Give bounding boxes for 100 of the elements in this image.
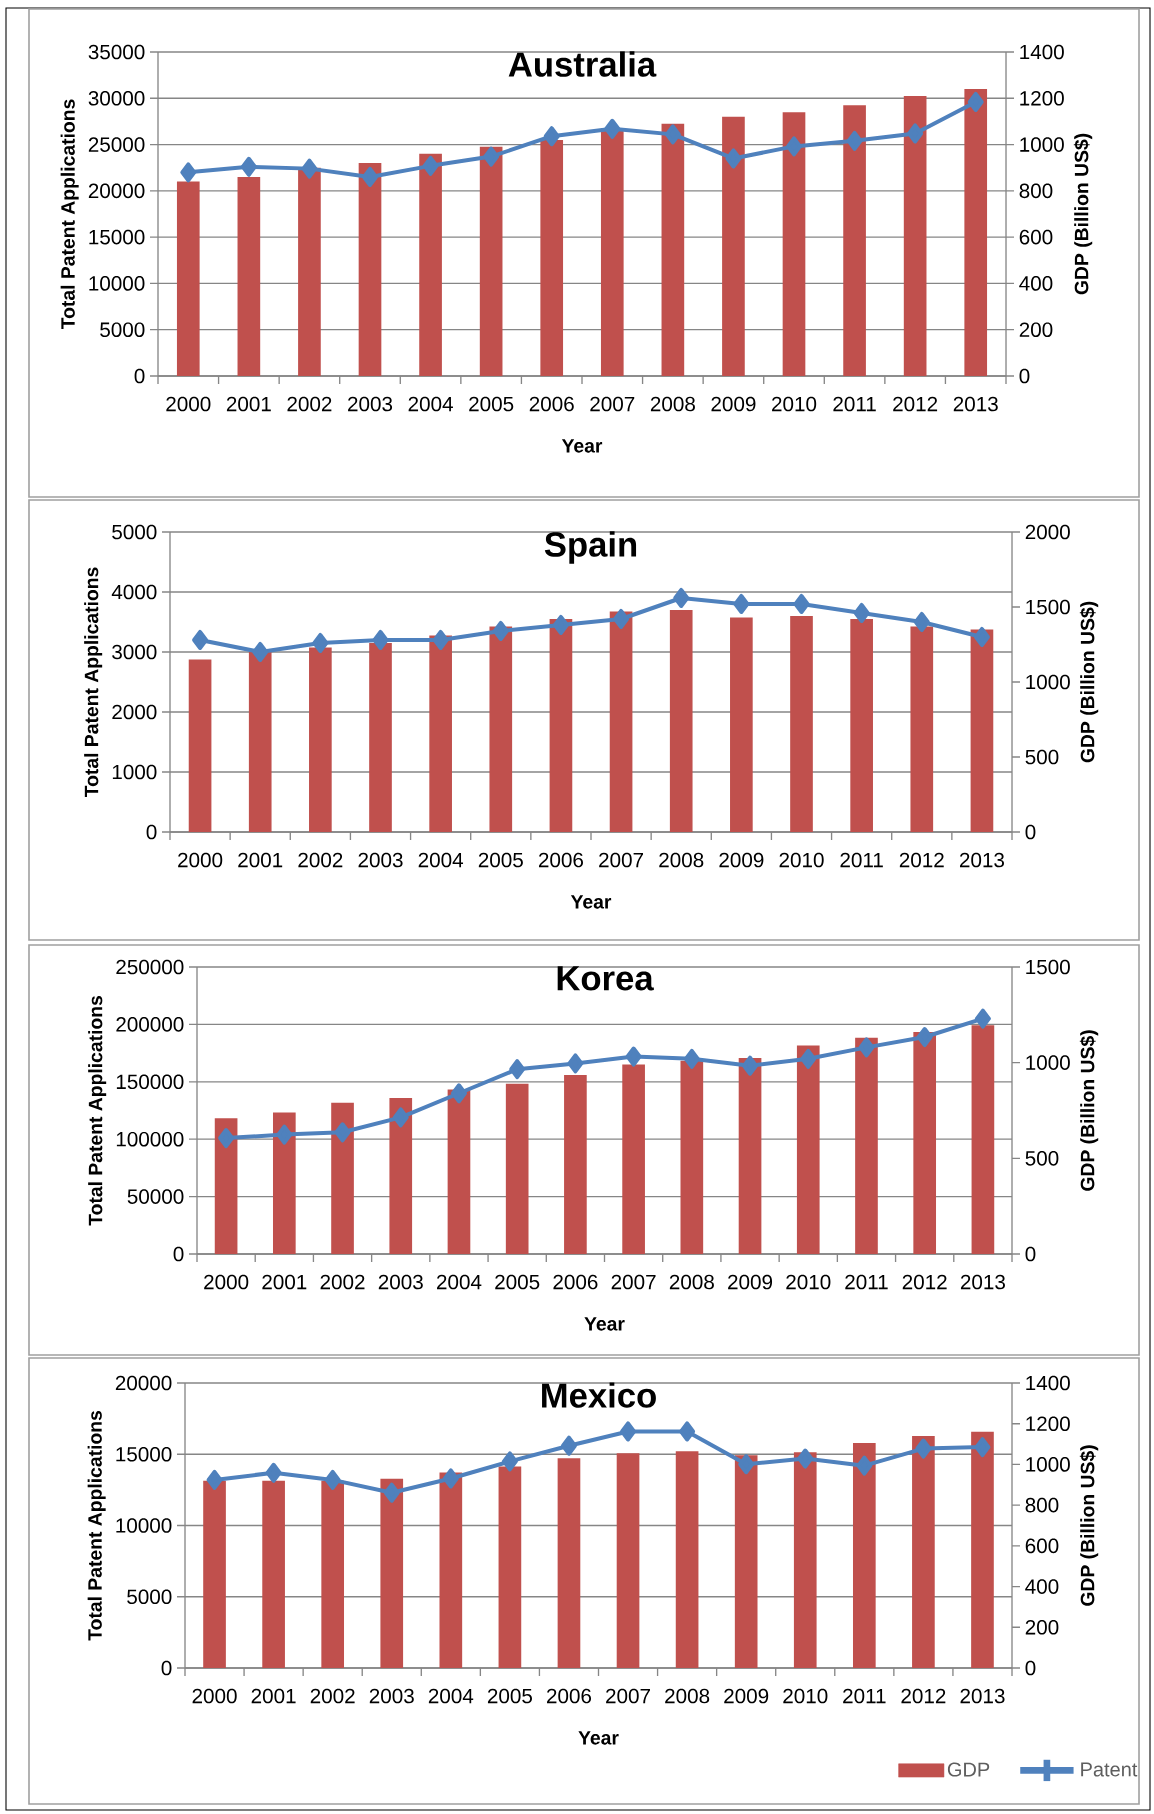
y-tick-label: 20000: [115, 1375, 172, 1391]
y-tick-label: 20000: [88, 183, 145, 199]
x-tick-label: 2003: [358, 852, 403, 868]
x-tick-label: 2011: [843, 1688, 886, 1704]
point: [613, 608, 630, 629]
bar: [321, 1480, 345, 1668]
x-tick-label: 2005: [487, 1688, 532, 1704]
bar: [661, 123, 685, 376]
y2-tick-label: 1000: [1026, 1457, 1070, 1472]
x-tick-label: 2008: [650, 396, 695, 412]
point: [483, 146, 500, 167]
point: [442, 1468, 459, 1489]
point: [334, 1122, 351, 1143]
y2-tick-label: 0: [1025, 1246, 1036, 1262]
bar: [214, 1118, 238, 1254]
chart-title: Australia: [508, 51, 657, 77]
point: [679, 1421, 696, 1442]
bar: [309, 647, 332, 832]
point: [218, 1128, 235, 1149]
bar: [616, 1453, 640, 1668]
x-tick-label: 2006: [553, 1274, 598, 1290]
point: [974, 1008, 991, 1029]
point: [552, 614, 569, 635]
x-tick-label: 2004: [437, 1274, 482, 1290]
point: [858, 1037, 875, 1058]
point: [501, 1451, 518, 1472]
bar: [419, 153, 442, 376]
bar: [272, 1112, 296, 1254]
point: [432, 629, 449, 650]
point: [797, 1448, 814, 1469]
x-tick-label: 2008: [659, 852, 704, 868]
bar: [557, 1458, 581, 1668]
x-tick-label: 2002: [310, 1688, 355, 1704]
x-tick-label: 2000: [192, 1688, 237, 1704]
y-tick-label: 100000: [116, 1131, 184, 1147]
bar: [600, 128, 624, 376]
y2-tick-label: 0: [1019, 368, 1030, 384]
bar: [564, 1075, 587, 1254]
x-tick-label: 2002: [298, 852, 343, 868]
point: [567, 1053, 584, 1074]
x-tick-label: 2006: [547, 1688, 592, 1704]
x-tick-label: 2005: [469, 396, 514, 412]
y2-axis-title: GDP (Billion US$): [1073, 133, 1093, 295]
y-tick-label: 5000: [127, 1589, 172, 1605]
point: [324, 1469, 341, 1490]
x-tick-label: 2009: [728, 1274, 773, 1290]
bar: [669, 609, 693, 832]
x-axis-title: Year: [584, 1317, 625, 1331]
bar: [903, 95, 927, 376]
bar: [505, 1083, 529, 1254]
y-tick-label: 2000: [112, 704, 157, 720]
y-tick-label: 150000: [116, 1074, 184, 1090]
x-tick-label: 2006: [538, 852, 583, 868]
y-tick-label: 3000: [112, 644, 157, 660]
point: [673, 587, 690, 608]
y-tick-label: 200000: [116, 1017, 184, 1032]
y2-tick-label: 400: [1025, 1579, 1059, 1594]
bar: [549, 618, 573, 832]
y2-tick-label: 500: [1025, 749, 1059, 765]
x-tick-label: 2002: [287, 396, 332, 412]
x-axis-title: Year: [570, 895, 612, 909]
x-tick-label: 2012: [901, 1688, 946, 1704]
bar: [609, 611, 633, 832]
bar: [843, 105, 866, 376]
bar: [850, 618, 873, 832]
x-tick-label: 2011: [840, 852, 883, 868]
bar: [793, 1452, 817, 1668]
bar: [188, 659, 212, 832]
bar: [540, 139, 564, 376]
bar: [912, 1435, 935, 1668]
y-tick-label: 25000: [88, 137, 145, 152]
point: [312, 632, 329, 653]
x-tick-label: 2012: [893, 396, 938, 412]
bar: [790, 615, 813, 832]
y2-axis-title: GDP (Billion US$): [1079, 601, 1099, 763]
bar: [479, 146, 503, 376]
x-tick-label: 2007: [590, 396, 635, 412]
bar: [970, 629, 994, 832]
y-tick-label: 30000: [88, 90, 145, 106]
y-tick-label: 35000: [88, 44, 145, 60]
x-tick-label: 2013: [959, 852, 1004, 868]
bar: [730, 617, 753, 832]
point: [800, 1048, 817, 1069]
point: [492, 620, 509, 641]
y2-tick-label: 600: [1019, 229, 1053, 245]
point: [265, 1462, 282, 1483]
point: [625, 1046, 642, 1067]
point: [733, 593, 750, 614]
point: [683, 1048, 700, 1069]
bar: [964, 89, 988, 376]
point: [252, 641, 269, 662]
x-tick-label: 2004: [428, 1688, 474, 1704]
x-tick-label: 2004: [418, 852, 464, 868]
y2-tick-label: 1000: [1026, 674, 1070, 690]
point: [907, 123, 924, 144]
bar: [389, 1098, 413, 1254]
point: [543, 126, 560, 147]
bar: [237, 176, 261, 376]
y-tick-label: 15000: [89, 229, 145, 245]
point: [786, 136, 803, 157]
